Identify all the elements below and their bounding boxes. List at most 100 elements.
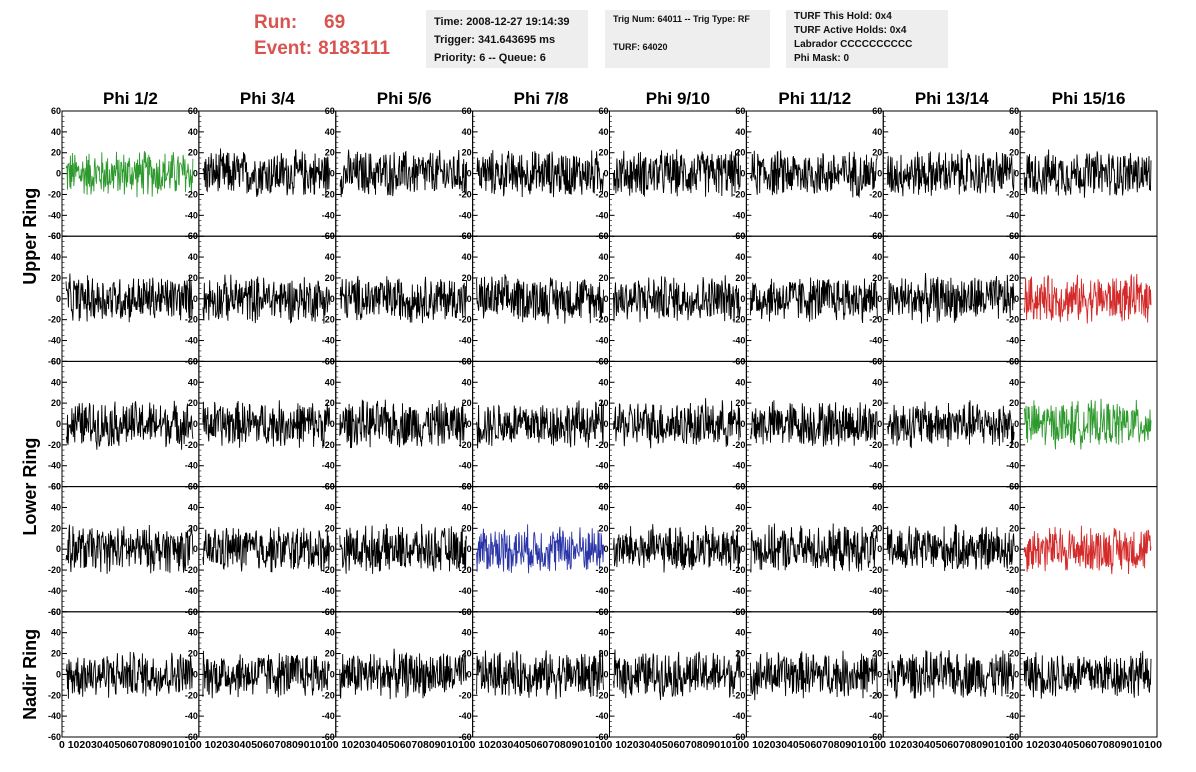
waveform-trace bbox=[749, 277, 878, 324]
y-tick-label: -40 bbox=[869, 461, 882, 471]
panel-frame bbox=[1019, 360, 1158, 488]
y-tick-label: -60 bbox=[48, 231, 61, 241]
y-tick-label: 20 bbox=[872, 398, 882, 408]
y-tick-label: -40 bbox=[1006, 711, 1019, 721]
waveform-trace bbox=[613, 398, 741, 449]
y-tick-label: 40 bbox=[462, 377, 472, 387]
y-tick-label: 60 bbox=[188, 356, 198, 366]
y-tick-label: -40 bbox=[869, 711, 882, 721]
y-tick-label: -20 bbox=[459, 315, 472, 325]
waveform-trace bbox=[613, 649, 741, 701]
turf-active-holds-text: TURF Active Holds: 0x4 bbox=[794, 25, 907, 36]
y-tick-label: 0 bbox=[467, 544, 472, 554]
y-tick-label: -20 bbox=[869, 690, 882, 700]
y-tick-label: -40 bbox=[459, 210, 472, 220]
waveform-trace bbox=[339, 149, 468, 198]
y-tick-label: 60 bbox=[872, 356, 882, 366]
y-tick-label: -40 bbox=[459, 711, 472, 721]
y-tick-label: 20 bbox=[1009, 398, 1019, 408]
y-tick-label: -20 bbox=[732, 440, 745, 450]
y-tick-label: 0 bbox=[1014, 419, 1019, 429]
y-tick-label: -20 bbox=[869, 440, 882, 450]
y-tick-label: -20 bbox=[732, 565, 745, 575]
y-tick-label: 20 bbox=[188, 649, 198, 659]
run-event-box: Run: 69 Event: 8183111 bbox=[254, 10, 390, 62]
y-tick-label: -20 bbox=[185, 690, 198, 700]
y-tick-label: -20 bbox=[1006, 440, 1019, 450]
y-tick-label: 60 bbox=[188, 231, 198, 241]
y-tick-label: 20 bbox=[325, 398, 335, 408]
y-tick-label: -40 bbox=[1006, 461, 1019, 471]
y-tick-label: -40 bbox=[459, 461, 472, 471]
y-tick-label: 40 bbox=[51, 502, 61, 512]
y-tick-label: 20 bbox=[51, 148, 61, 158]
y-tick-label: -20 bbox=[48, 189, 61, 199]
y-tick-label: -40 bbox=[732, 586, 745, 596]
y-tick-label: 60 bbox=[1009, 231, 1019, 241]
y-tick-label: 0 bbox=[603, 419, 608, 429]
y-tick-label: -40 bbox=[185, 210, 198, 220]
waveform-trace bbox=[65, 524, 194, 574]
y-tick-label: 20 bbox=[598, 649, 608, 659]
y-tick-label: -60 bbox=[869, 732, 882, 742]
y-tick-label: 40 bbox=[598, 377, 608, 387]
y-tick-label: 0 bbox=[193, 419, 198, 429]
x-tick-labels: 0 1020304050607080901010 bbox=[470, 740, 607, 751]
y-tick-label: 40 bbox=[51, 252, 61, 262]
column-title: Phi 1/2 bbox=[103, 89, 158, 108]
y-tick-label: -40 bbox=[48, 461, 61, 471]
y-tick-label: 60 bbox=[1009, 106, 1019, 116]
trigger-text: Trigger: 341.643695 ms bbox=[434, 34, 556, 46]
waveform-trace bbox=[202, 650, 330, 699]
y-tick-label: 20 bbox=[462, 398, 472, 408]
y-tick-label: -20 bbox=[732, 315, 745, 325]
y-tick-label: -20 bbox=[1006, 189, 1019, 199]
column-title: Phi 9/10 bbox=[646, 89, 710, 108]
waveform-trace bbox=[339, 648, 468, 700]
y-tick-label: 40 bbox=[598, 252, 608, 262]
y-tick-label: 0 bbox=[877, 169, 882, 179]
column-title: Phi 11/12 bbox=[778, 89, 851, 108]
y-tick-label: -20 bbox=[1006, 690, 1019, 700]
y-tick-label: 0 bbox=[330, 169, 335, 179]
waveform-trace bbox=[339, 523, 468, 574]
y-tick-label: 20 bbox=[735, 398, 745, 408]
y-tick-label: -20 bbox=[185, 315, 198, 325]
waveform-trace bbox=[749, 523, 878, 573]
x-tick-labels: 0 1020304050607080901010 bbox=[333, 740, 470, 751]
turf-this-hold-text: TURF This Hold: 0x4 bbox=[794, 11, 892, 22]
y-tick-label: 60 bbox=[188, 106, 198, 116]
row-title: Upper Ring bbox=[20, 188, 40, 285]
y-tick-label: 40 bbox=[188, 502, 198, 512]
y-tick-label: -60 bbox=[1006, 732, 1019, 742]
y-tick-label: 40 bbox=[51, 377, 61, 387]
y-tick-label: 60 bbox=[325, 607, 335, 617]
waveform-trace bbox=[65, 651, 194, 699]
y-tick-label: 60 bbox=[325, 356, 335, 366]
y-tick-label: -20 bbox=[459, 690, 472, 700]
run-row: Run: 69 bbox=[254, 10, 390, 36]
y-tick-label: 20 bbox=[188, 273, 198, 283]
y-tick-label: 0 bbox=[740, 544, 745, 554]
y-tick-label: -40 bbox=[595, 210, 608, 220]
y-tick-label: -40 bbox=[869, 586, 882, 596]
y-tick-label: 20 bbox=[598, 398, 608, 408]
phi-mask-text: Phi Mask: 0 bbox=[794, 53, 850, 64]
y-tick-label: -20 bbox=[732, 189, 745, 199]
y-tick-label: 0 bbox=[193, 169, 198, 179]
y-tick-label: 0 bbox=[1014, 669, 1019, 679]
y-tick-label: -20 bbox=[185, 565, 198, 575]
y-tick-label: 60 bbox=[462, 231, 472, 241]
y-tick-label: 20 bbox=[462, 649, 472, 659]
y-tick-label: 60 bbox=[1009, 356, 1019, 366]
waveform-trace bbox=[886, 149, 1015, 197]
x-tick-labels: 0 1020304050607080901010 bbox=[59, 740, 196, 751]
waveform-trace bbox=[65, 150, 194, 198]
y-tick-label: 20 bbox=[735, 649, 745, 659]
waveform-trace bbox=[1023, 398, 1152, 450]
y-tick-label: 60 bbox=[462, 482, 472, 492]
y-tick-label: 0 bbox=[603, 544, 608, 554]
column-title: Phi 15/16 bbox=[1052, 89, 1126, 108]
y-tick-label: 40 bbox=[325, 628, 335, 638]
